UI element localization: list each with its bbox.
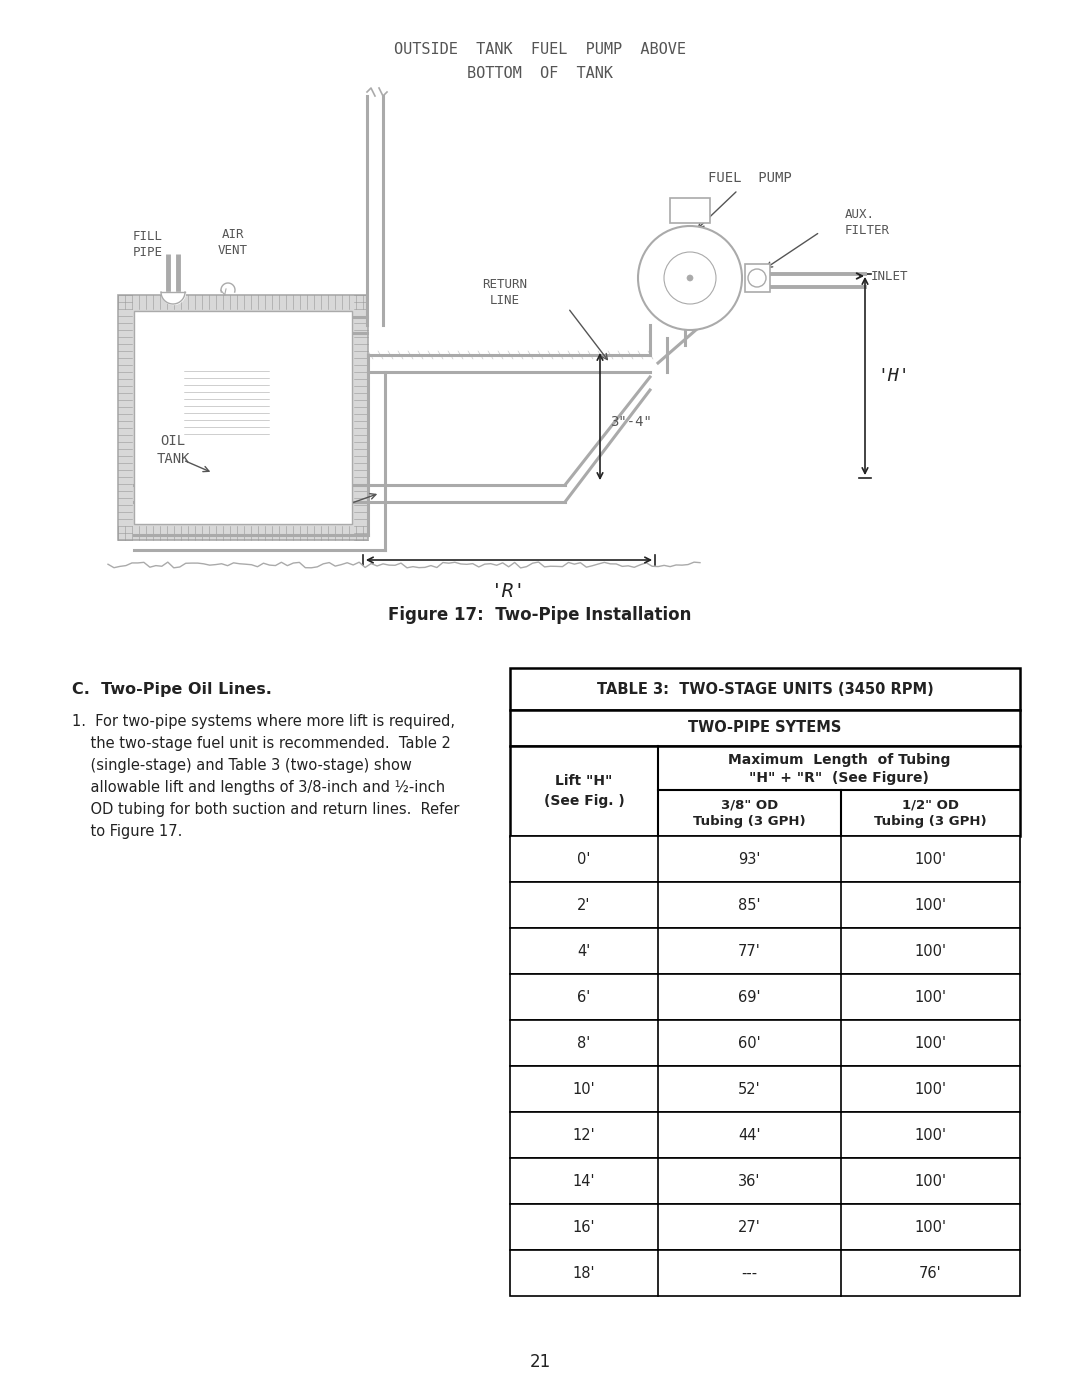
Text: 1/2" OD
Tubing (3 GPH): 1/2" OD Tubing (3 GPH) (874, 799, 987, 827)
Text: OIL
TANK: OIL TANK (157, 434, 190, 467)
Text: 100': 100' (915, 852, 946, 866)
Text: 'R': 'R' (491, 583, 527, 601)
Text: 85': 85' (739, 897, 760, 912)
Text: BOTTOM  OF  TANK: BOTTOM OF TANK (467, 67, 613, 81)
Text: 10': 10' (572, 1081, 595, 1097)
Text: 100': 100' (915, 943, 946, 958)
Text: 'H': 'H' (877, 367, 909, 386)
Text: (single-stage) and Table 3 (two-stage) show: (single-stage) and Table 3 (two-stage) s… (72, 759, 411, 773)
Text: 100': 100' (915, 1127, 946, 1143)
Text: 2': 2' (578, 897, 591, 912)
Bar (510, 710, 1020, 746)
Bar (510, 1020, 1020, 1066)
Text: 16': 16' (572, 1220, 595, 1235)
Text: C.  Two-Pipe Oil Lines.: C. Two-Pipe Oil Lines. (72, 682, 272, 697)
Text: 21: 21 (529, 1354, 551, 1370)
Bar (510, 1158, 1020, 1204)
Bar (510, 835, 1020, 882)
Text: FUEL  PUMP: FUEL PUMP (708, 170, 792, 184)
Bar (134, 312, 352, 524)
Circle shape (748, 270, 766, 286)
Text: AIR
VENT: AIR VENT (218, 229, 248, 257)
Text: allowable lift and lengths of 3/8-inch and ½-inch: allowable lift and lengths of 3/8-inch a… (72, 780, 445, 795)
Bar (118, 295, 368, 541)
Text: 36': 36' (739, 1173, 760, 1189)
Text: 14': 14' (572, 1173, 595, 1189)
Bar (510, 746, 1020, 835)
Text: 60': 60' (739, 1035, 760, 1051)
Text: Lift "H"
(See Fig. ): Lift "H" (See Fig. ) (543, 774, 624, 807)
Text: 44': 44' (739, 1127, 760, 1143)
Text: TWO-PIPE SYTEMS: TWO-PIPE SYTEMS (688, 721, 841, 735)
Text: 6': 6' (578, 989, 591, 1004)
Text: to Figure 17.: to Figure 17. (72, 824, 183, 840)
Text: Figure 17:  Two-Pipe Installation: Figure 17: Two-Pipe Installation (389, 606, 691, 624)
Text: 12': 12' (572, 1127, 595, 1143)
Text: INLET: INLET (870, 270, 908, 282)
Text: RETURN
LINE: RETURN LINE (483, 278, 527, 307)
Bar (510, 1250, 1020, 1296)
Text: OUTSIDE  TANK  FUEL  PUMP  ABOVE: OUTSIDE TANK FUEL PUMP ABOVE (394, 42, 686, 57)
Text: 100': 100' (915, 1173, 946, 1189)
Text: 8': 8' (578, 1035, 591, 1051)
Text: OD tubing for both suction and return lines.  Refer: OD tubing for both suction and return li… (72, 802, 459, 817)
Text: the two-stage fuel unit is recommended.  Table 2: the two-stage fuel unit is recommended. … (72, 736, 450, 752)
Text: 4': 4' (578, 943, 591, 958)
Text: TABLE 3:  TWO-STAGE UNITS (3450 RPM): TABLE 3: TWO-STAGE UNITS (3450 RPM) (596, 682, 933, 697)
Circle shape (687, 275, 693, 281)
Text: Maximum  Length  of Tubing: Maximum Length of Tubing (728, 753, 950, 767)
Bar (745, 264, 770, 292)
Bar (670, 198, 710, 224)
Bar (510, 1112, 1020, 1158)
Bar (510, 668, 1020, 710)
Bar (510, 1066, 1020, 1112)
Text: 69': 69' (739, 989, 760, 1004)
Text: 0': 0' (578, 852, 591, 866)
Text: 52': 52' (739, 1081, 760, 1097)
Bar (510, 928, 1020, 974)
Bar (510, 882, 1020, 928)
Text: FILL
PIPE: FILL PIPE (133, 231, 163, 260)
Text: RETURN
LINE: RETURN LINE (266, 482, 311, 511)
Text: 3"-4": 3"-4" (610, 415, 652, 429)
Text: "H" + "R"  (See Figure): "H" + "R" (See Figure) (750, 771, 929, 785)
Text: AUX.
FILTER: AUX. FILTER (845, 208, 890, 236)
Text: 100': 100' (915, 1081, 946, 1097)
Text: 100': 100' (915, 1220, 946, 1235)
Bar (510, 1204, 1020, 1250)
Circle shape (638, 226, 742, 330)
Bar (184, 372, 269, 436)
Text: ---: --- (742, 1266, 757, 1281)
Text: 100': 100' (915, 989, 946, 1004)
Text: 76': 76' (919, 1266, 942, 1281)
Text: 93': 93' (739, 852, 760, 866)
Text: 100': 100' (915, 1035, 946, 1051)
Text: 1.  For two-pipe systems where more lift is required,: 1. For two-pipe systems where more lift … (72, 714, 455, 729)
Text: 27': 27' (738, 1220, 761, 1235)
Text: 3/8" OD
Tubing (3 GPH): 3/8" OD Tubing (3 GPH) (693, 799, 806, 827)
Text: 18': 18' (572, 1266, 595, 1281)
Text: 77': 77' (738, 943, 761, 958)
Text: 100': 100' (915, 897, 946, 912)
Bar (510, 974, 1020, 1020)
